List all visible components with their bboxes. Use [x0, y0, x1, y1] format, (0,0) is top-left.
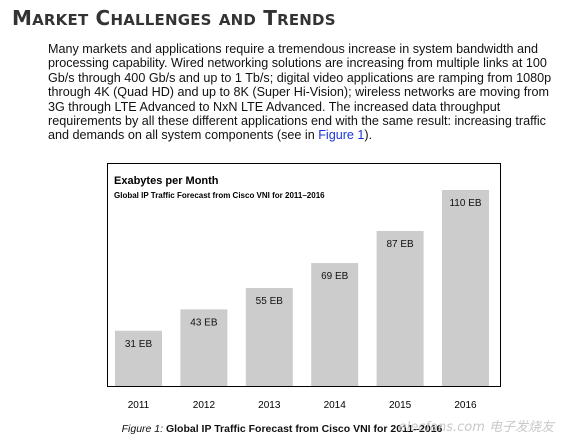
caption-label: Figure 1: [121, 423, 164, 435]
x-tick-2015: 2015 [389, 400, 412, 411]
data-label-2014: 69 EB [321, 271, 349, 282]
title-word: AND [218, 11, 257, 29]
x-tick-2014: 2014 [324, 400, 347, 411]
x-tick-2016: 2016 [454, 400, 477, 411]
x-tick-2012: 2012 [193, 400, 216, 411]
caption-text: Global IP Traffic Forecast from Cisco VN… [165, 423, 443, 435]
chart-frame [107, 163, 501, 387]
paragraph-text-end: ). [364, 128, 373, 143]
chart-title: Exabytes per Month [114, 175, 219, 187]
paragraph-text: Many markets and applications require a … [48, 42, 552, 143]
data-label-2016: 110 EB [449, 198, 481, 209]
figure-caption: Figure 1: Global IP Traffic Forecast fro… [0, 423, 564, 435]
watermark-logo: elecfans.com 电子发烧友 [398, 420, 554, 435]
title-word: HALLENGES [110, 11, 212, 29]
bar-2013 [245, 288, 293, 386]
title-capital: C [95, 6, 111, 30]
data-label-2013: 55 EB [256, 296, 284, 307]
data-label-2011: 31 EB [125, 339, 153, 350]
figure-link[interactable]: Figure 1 [318, 128, 365, 143]
x-tick-2011: 2011 [128, 400, 150, 411]
bar-2011 [115, 330, 162, 386]
title-word: RENDS [277, 11, 336, 29]
x-tick-2013: 2013 [258, 400, 281, 411]
bar-2016 [442, 190, 489, 386]
chart-subtitle: Global IP Traffic Forecast from Cisco VN… [114, 191, 325, 200]
bar-2012 [180, 309, 228, 386]
bar-2015 [376, 230, 424, 386]
bar-2014 [311, 263, 359, 386]
intro-paragraph: Many markets and applications require a … [48, 42, 558, 143]
title-capital: T [263, 6, 278, 30]
data-label-2012: 43 EB [190, 317, 218, 328]
title-capital: M [12, 6, 33, 30]
section-title: MARKET CHALLENGES AND TRENDS [12, 6, 336, 30]
data-label-2015: 87 EB [386, 239, 414, 250]
title-word: ARKET [32, 11, 89, 29]
